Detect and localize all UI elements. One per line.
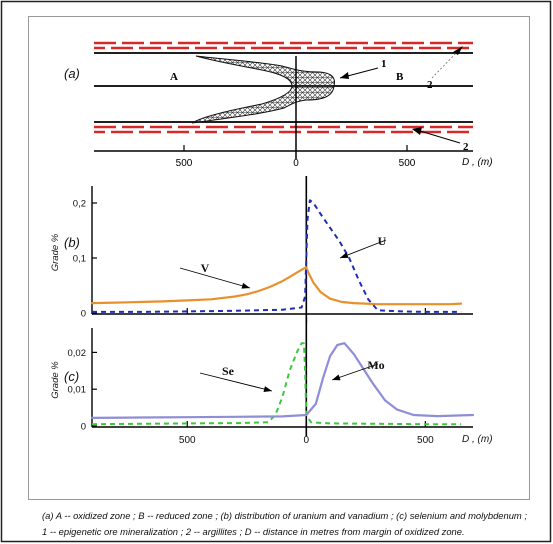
argillite-band-bottom	[94, 121, 473, 134]
zone-a-label: A	[170, 71, 178, 83]
series-line-u	[92, 199, 462, 313]
zone-b-label: B	[396, 71, 404, 83]
series-label-v: V	[201, 261, 210, 275]
figure-caption: (a) A -- oxidized zone ; B -- reduced zo…	[42, 508, 550, 540]
inner-border	[28, 16, 530, 500]
panel-c-ytick-label: 0,01	[68, 385, 87, 396]
series-line-v	[90, 266, 463, 306]
panel-c-xtick-label: 0	[304, 435, 310, 446]
panel-b-ytick-label: 0,1	[73, 254, 86, 265]
annotation-arrowhead	[340, 252, 349, 258]
panel-c-ylabel: Grade %	[50, 361, 61, 399]
panel-c-xtick-label: 500	[179, 435, 196, 446]
callout-2-bottom-leader	[419, 130, 461, 144]
caption-line-2: 1 -- epigenetic ore mineralization ; 2 -…	[42, 526, 465, 537]
callout-2-top-leader	[431, 49, 460, 79]
annotation-leader	[179, 267, 251, 289]
annotation-arrowhead	[263, 386, 272, 392]
panel-c-label: (c)	[64, 369, 79, 384]
series-label-u: U	[378, 234, 387, 248]
panel-b-label: (b)	[64, 235, 80, 250]
panel-b-ylabel: Grade %	[50, 233, 61, 271]
chart-b: (b) 0 0,1 0,2 Grade % V U	[50, 176, 473, 323]
panel-a-tick-zero: 0	[293, 158, 299, 169]
annotation-arrowhead	[332, 374, 341, 381]
panel-b-ytick-label: 0,2	[73, 199, 86, 210]
panel-a-tick-left: 500	[176, 158, 193, 169]
annotation-leader	[339, 239, 387, 259]
panel-a-tick-right: 500	[399, 158, 416, 169]
panel-c-xlabel: D , (m)	[462, 434, 493, 445]
annotation-leader	[199, 372, 273, 392]
panel-a-axis-unit: D , (m)	[462, 157, 493, 168]
annotation-leader	[331, 363, 379, 381]
annotation-arrowhead	[241, 282, 250, 289]
panel-a-diagram: (a)	[64, 41, 493, 169]
chart-c: (c) 0 0,01 0,02 500 0 500 D , (m) Grade % Se Mo	[50, 318, 493, 446]
series-line-se	[91, 342, 462, 426]
argillite-band-top	[94, 41, 473, 54]
panel-c-ytick-label: 0	[81, 422, 86, 433]
callout-2-bottom-label: 2	[463, 141, 469, 153]
series-label-mo: Mo	[367, 358, 384, 372]
series-line-mo	[90, 342, 475, 419]
panel-c-ytick-label: 0,02	[68, 348, 87, 359]
callout-1-label: 1	[381, 58, 387, 70]
panel-a-label: (a)	[64, 66, 80, 81]
panel-b-ytick-label: 0	[81, 309, 86, 320]
panel-c-xtick-label: 500	[417, 435, 434, 446]
caption-line-1: (a) A -- oxidized zone ; B -- reduced zo…	[42, 510, 527, 521]
series-label-se: Se	[222, 364, 235, 378]
callout-2-top-label: 2	[427, 79, 433, 91]
ore-body	[191, 55, 335, 124]
